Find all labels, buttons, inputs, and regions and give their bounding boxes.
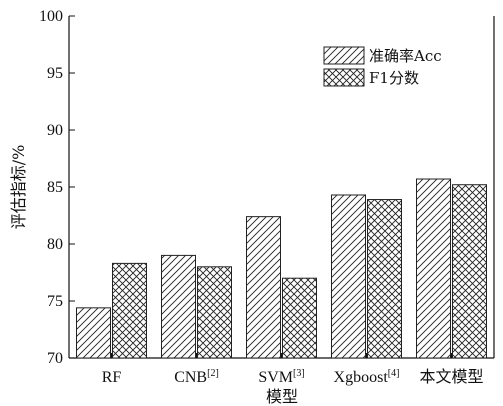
bars [76, 178, 487, 359]
y-tick-label: 85 [47, 179, 63, 196]
legend-swatch-accuracy [323, 46, 365, 65]
y-axis-title: 评估指标/% [9, 145, 28, 230]
x-tick-label: Xgboost[4] [334, 368, 400, 386]
labels: 70 75 80 85 90 95 100 RF CNB[2] SVM[3] Xgboost[4] 本… [39, 8, 484, 386]
bar-f1-4 [452, 184, 487, 359]
legend-label-accuracy: 准确率Acc [369, 47, 442, 65]
y-tick-label: 70 [47, 350, 63, 367]
legend-swatch-f1 [323, 68, 365, 87]
legend: 准确率Acc F1分数 [323, 46, 442, 87]
x-tick-label: 本文模型 [419, 368, 483, 386]
bar-f1-2 [282, 277, 317, 359]
bar-accuracy-4 [416, 178, 451, 359]
bar-f1-3 [367, 199, 402, 359]
x-tick-label: RF [102, 369, 122, 386]
y-tick-label: 100 [39, 8, 63, 25]
y-tick-label: 80 [47, 236, 63, 253]
x-tick-label: SVM[3] [258, 368, 304, 386]
y-tick-label: 95 [47, 65, 63, 82]
x-axis-title: 模型 [266, 387, 298, 406]
bar-f1-0 [112, 262, 147, 359]
bar-accuracy-1 [161, 254, 196, 359]
bar-accuracy-2 [246, 216, 281, 359]
x-tick-label: CNB[2] [174, 368, 219, 386]
bar-f1-1 [197, 266, 232, 359]
y-tick-label: 90 [47, 122, 63, 139]
bar-accuracy-0 [76, 307, 111, 359]
y-tick-label: 75 [47, 293, 63, 310]
legend-label-f1: F1分数 [369, 69, 419, 87]
bar-accuracy-3 [331, 194, 366, 359]
